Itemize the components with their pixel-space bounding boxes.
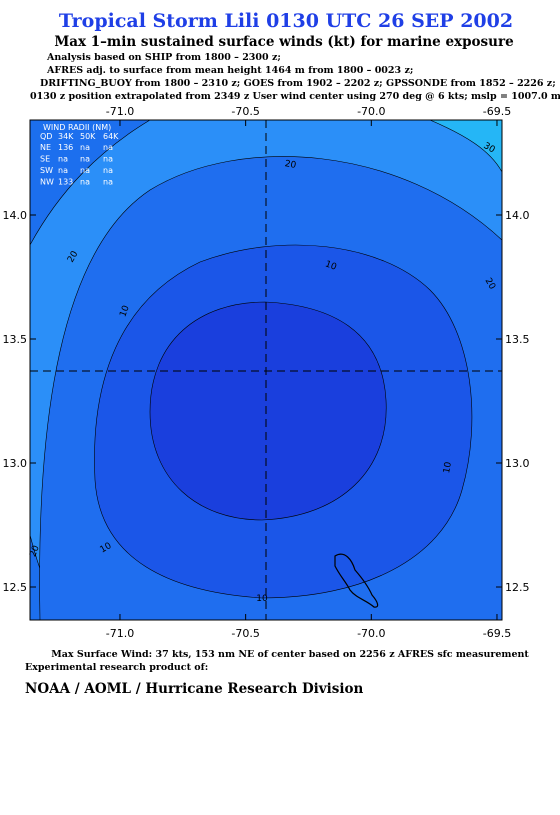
table-cell: SW <box>40 166 53 175</box>
table-title: WIND RADII (NM) <box>43 123 111 132</box>
contour-label: 10 <box>256 594 268 604</box>
table-cell: na <box>80 178 90 187</box>
note: DRIFTING_BUOY from 1800 – 2310 z; GOES f… <box>40 78 556 89</box>
y-tick-label: 13.5 <box>3 333 28 346</box>
table-cell: SE <box>40 155 50 164</box>
y-tick-label: 13.5 <box>505 333 530 346</box>
table-cell: na <box>80 166 90 175</box>
product-note: Experimental research product of: <box>25 662 208 673</box>
contour-label: 20 <box>28 544 41 558</box>
y-tick-label: 14.0 <box>505 209 530 222</box>
contour-label: 20 <box>284 159 297 171</box>
axes: -71.0 -71.0 -70.5 -70.5 -70.0 -70.0 -69.5 -69.5… <box>3 105 530 640</box>
y-tick-label: 12.5 <box>3 581 28 594</box>
table-cell: na <box>103 166 113 175</box>
table-header: 34K <box>58 132 74 141</box>
contour-label: 10 <box>324 259 338 272</box>
note: 0130 z position extrapolated from 2349 z… <box>30 91 560 102</box>
x-tick-label: -70.0 <box>357 105 385 118</box>
y-tick-label: 13.0 <box>505 457 530 470</box>
table-cell: na <box>103 178 113 187</box>
max-wind: Max Surface Wind: 37 kts, 153 nm NE of c… <box>51 649 529 660</box>
table-cell: na <box>58 155 68 164</box>
table-cell: NW <box>40 178 54 187</box>
title: Tropical Storm Lili 0130 UTC 26 SEP 2002 <box>59 10 513 32</box>
table-header: 64K <box>103 132 119 141</box>
table-cell: na <box>80 143 90 152</box>
x-tick-label: -71.0 <box>106 627 134 640</box>
x-tick-label: -70.5 <box>231 105 259 118</box>
table-cell: na <box>58 166 68 175</box>
contour-label: 10 <box>442 461 454 474</box>
table-cell: na <box>103 155 113 164</box>
x-tick-label: -71.0 <box>106 105 134 118</box>
note: Analysis based on SHIP from 1800 – 2300 … <box>46 52 281 63</box>
table-cell: 136 <box>58 143 73 152</box>
y-tick-label: 14.0 <box>3 209 28 222</box>
plot-frame <box>29 119 503 621</box>
y-tick-label: 13.0 <box>3 457 28 470</box>
island <box>334 553 379 608</box>
contour-label: 10 <box>118 304 131 318</box>
note: AFRES adj. to surface from mean height 1… <box>46 65 413 76</box>
x-tick-label: -70.0 <box>357 627 385 640</box>
subtitle: Max 1–min sustained surface winds (kt) f… <box>54 34 513 50</box>
table-header: 50K <box>80 132 96 141</box>
organization: NOAA / AOML / Hurricane Research Divisio… <box>25 681 364 697</box>
table-cell: na <box>80 155 90 164</box>
table-header: QD <box>40 132 52 141</box>
table-cell: 133 <box>58 178 73 187</box>
x-tick-label: -69.5 <box>483 105 511 118</box>
y-tick-label: 12.5 <box>505 581 530 594</box>
contour-band <box>149 301 387 521</box>
x-tick-label: -69.5 <box>483 627 511 640</box>
table-cell: NE <box>40 143 51 152</box>
wind-radii-table: WIND RADII (NM)QD 34K 50K 64K NE 136 na na SE na n… <box>40 123 119 187</box>
x-tick-label: -70.5 <box>231 627 259 640</box>
wind-field <box>30 120 502 620</box>
table-cell: na <box>103 143 113 152</box>
